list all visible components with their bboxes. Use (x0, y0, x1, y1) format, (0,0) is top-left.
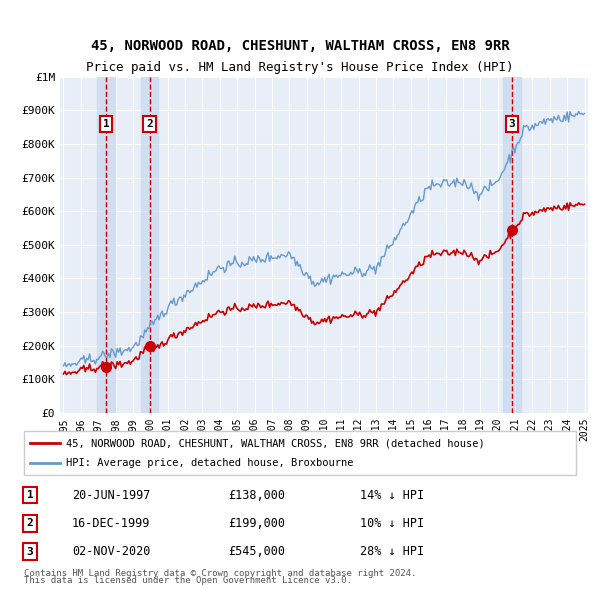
Text: 14% ↓ HPI: 14% ↓ HPI (360, 489, 424, 502)
Text: 10% ↓ HPI: 10% ↓ HPI (360, 517, 424, 530)
Text: £545,000: £545,000 (228, 545, 285, 558)
Bar (97, 77, 115, 413)
Text: 20-JUN-1997: 20-JUN-1997 (72, 489, 151, 502)
Text: This data is licensed under the Open Government Licence v3.0.: This data is licensed under the Open Gov… (24, 576, 352, 585)
Text: 3: 3 (509, 119, 515, 129)
Text: 28% ↓ HPI: 28% ↓ HPI (360, 545, 424, 558)
Text: 02-NOV-2020: 02-NOV-2020 (72, 545, 151, 558)
Text: 1: 1 (26, 490, 34, 500)
Text: 2: 2 (26, 519, 34, 528)
Text: 2: 2 (146, 119, 153, 129)
Bar (141, 77, 158, 413)
Text: £199,000: £199,000 (228, 517, 285, 530)
Text: 1: 1 (103, 119, 110, 129)
Text: Contains HM Land Registry data © Crown copyright and database right 2024.: Contains HM Land Registry data © Crown c… (24, 569, 416, 578)
Text: £138,000: £138,000 (228, 489, 285, 502)
Text: 45, NORWOOD ROAD, CHESHUNT, WALTHAM CROSS, EN8 9RR (detached house): 45, NORWOOD ROAD, CHESHUNT, WALTHAM CROS… (66, 438, 485, 448)
Text: 3: 3 (26, 547, 34, 556)
Text: 45, NORWOOD ROAD, CHESHUNT, WALTHAM CROSS, EN8 9RR: 45, NORWOOD ROAD, CHESHUNT, WALTHAM CROS… (91, 39, 509, 53)
Text: 16-DEC-1999: 16-DEC-1999 (72, 517, 151, 530)
Text: Price paid vs. HM Land Registry's House Price Index (HPI): Price paid vs. HM Land Registry's House … (86, 61, 514, 74)
Text: HPI: Average price, detached house, Broxbourne: HPI: Average price, detached house, Brox… (66, 458, 353, 467)
Bar (503, 77, 521, 413)
